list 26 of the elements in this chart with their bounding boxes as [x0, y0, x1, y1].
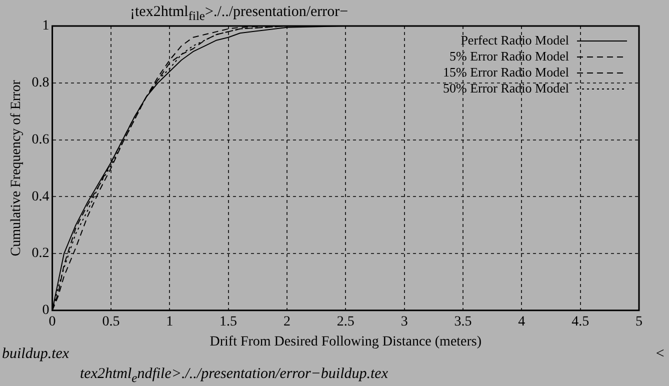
x-tick-label: 2.5: [336, 314, 354, 330]
x-tick-label: 4: [518, 314, 526, 330]
x-tick-label: 2: [283, 314, 290, 330]
x-axis-title: Drift From Desired Following Distance (meters): [210, 334, 482, 350]
y-tick-label: 0.4: [32, 189, 50, 204]
y-tick-label: 0: [42, 303, 50, 318]
text: <: [654, 346, 665, 363]
x-tick-label: 1.5: [220, 314, 238, 330]
x-tick-label: 1: [166, 314, 174, 330]
text: buildup.tex: [2, 346, 70, 363]
x-tick-label: 0.5: [102, 314, 120, 330]
y-axis-title: Cumulative Frequency of Error: [9, 80, 24, 256]
text: ¡tex2html$_{file}$>./../presentation/error−: [130, 4, 348, 24]
legend-label: 50% Error Radio Model: [442, 80, 570, 96]
y-tick-label: 1: [42, 18, 50, 34]
x-tick-label: 3.5: [454, 314, 472, 330]
x-tick-label: 4.5: [572, 314, 590, 330]
y-tick-label: 0.8: [32, 76, 50, 91]
legend-label: 5% Error Radio Model: [449, 48, 570, 64]
y-tick-label: 0.2: [32, 246, 50, 262]
x-tick-label: 5: [636, 314, 642, 330]
legend-label: Perfect Radio Model: [460, 32, 570, 48]
y-tick-label: 0.6: [32, 132, 50, 148]
x-tick-label: 3: [400, 314, 408, 330]
text: tex2html$_{e}$ndfile>./../presentation/error−buildup.tex: [80, 366, 388, 386]
legend-label: 15% Error Radio Model: [442, 64, 570, 80]
